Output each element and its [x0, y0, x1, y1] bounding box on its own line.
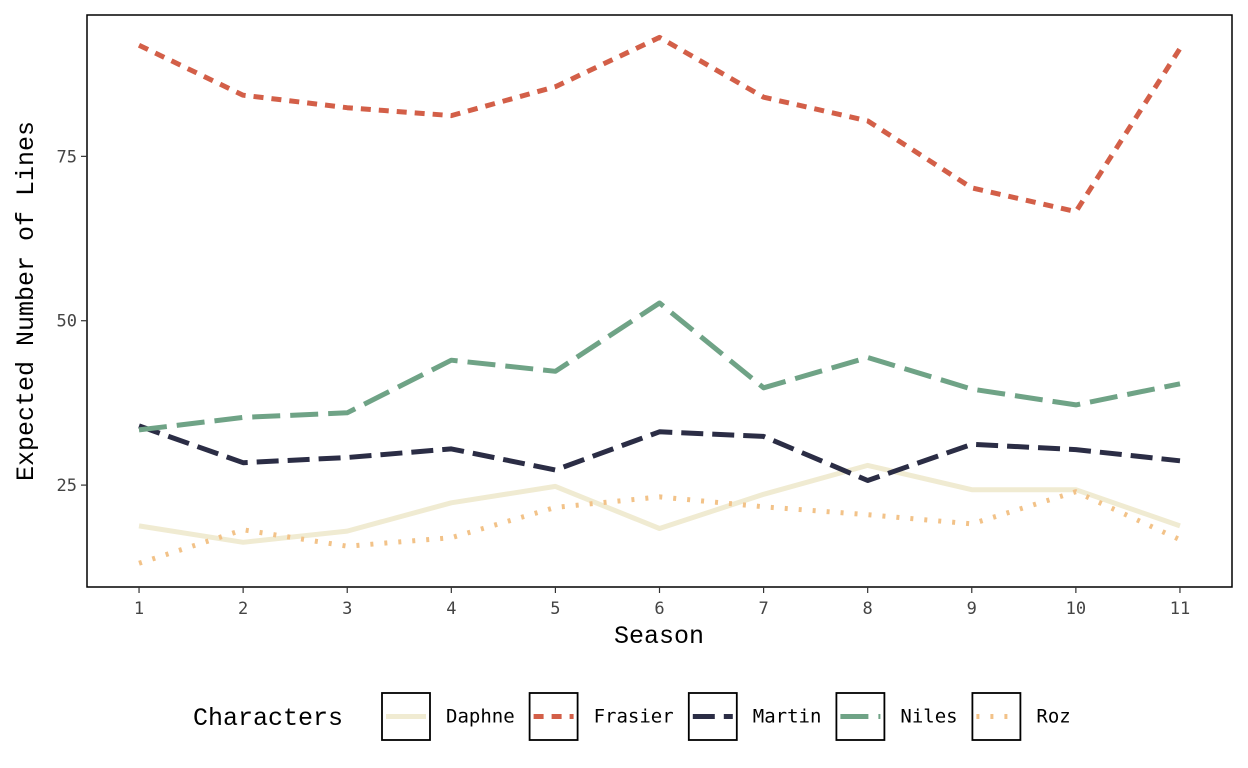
y-axis-title: Expected Number of Lines [12, 121, 41, 481]
x-tick-label: 1 [134, 599, 144, 619]
legend-label-martin: Martin [753, 706, 822, 728]
x-tick-label: 5 [550, 599, 560, 619]
y-tick-label: 75 [57, 147, 77, 167]
legend-label-roz: Roz [1036, 706, 1070, 728]
series-line-frasier [137, 34, 1183, 215]
legend-label-frasier: Frasier [594, 706, 674, 728]
legend: Characters Daphne Frasier Martin Niles Roz [193, 692, 1071, 741]
x-tick-label: 3 [342, 599, 352, 619]
legend-label-niles: Niles [900, 706, 957, 728]
x-tick-label: 4 [446, 599, 456, 619]
x-tick-label: 11 [1170, 599, 1190, 619]
series-line-daphne [138, 462, 1181, 545]
x-tick-label: 9 [967, 599, 977, 619]
x-axis-title: Season [614, 622, 704, 651]
x-tick-label: 2 [238, 599, 248, 619]
x-tick-label: 10 [1066, 599, 1086, 619]
x-tick-label: 7 [758, 599, 768, 619]
series-layer [137, 34, 1183, 566]
x-tick-label: 6 [654, 599, 664, 619]
y-tick-label: 50 [57, 312, 77, 332]
legend-label-daphne: Daphne [446, 706, 515, 728]
legend-key-roz [971, 692, 1022, 741]
series-line-niles [138, 300, 1181, 433]
y-tick-label: 25 [57, 476, 77, 496]
series-line-roz [138, 489, 1182, 566]
x-tick-label: 8 [863, 599, 873, 619]
legend-title: Characters [193, 704, 343, 733]
ticks-layer: 1 2 3 4 5 6 7 8 9 10 11 25 50 75 [57, 147, 1191, 619]
series-line-martin [138, 423, 1181, 483]
